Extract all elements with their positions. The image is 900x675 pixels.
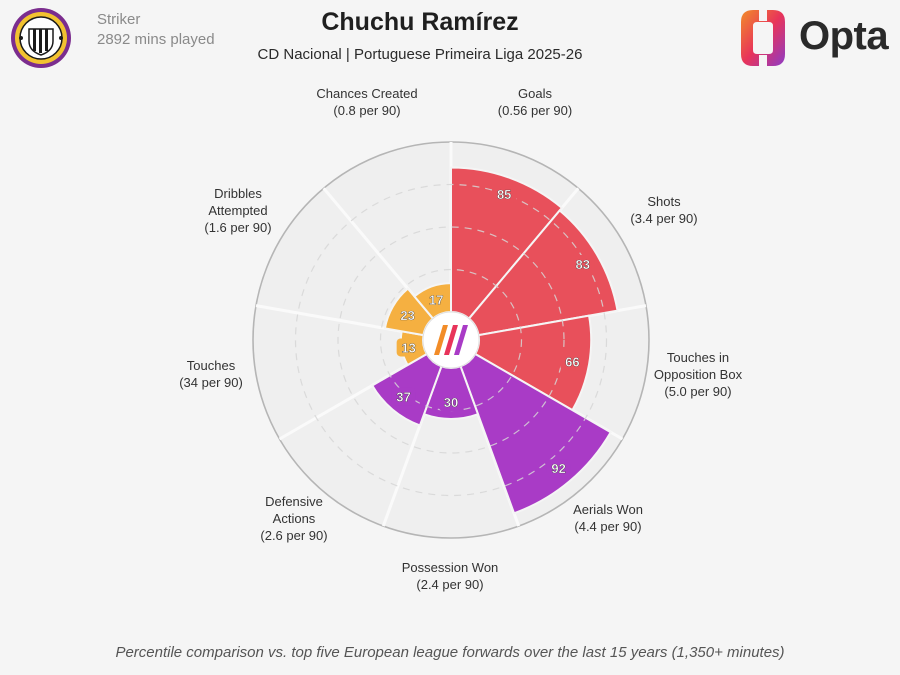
page-title: Chuchu Ramírez [321,8,519,36]
category-label: Aerials Won (4.4 per 90) [573,502,643,534]
ring-gridline [337,226,565,454]
logo-stroke [444,325,458,355]
value-label-background [492,184,517,203]
value-label: 17 [429,293,443,308]
value-label: 23 [400,308,414,323]
header: Striker 2892 mins played Chuchu Ramírez … [0,0,900,80]
value-label-background [560,352,585,371]
value-label-background [546,459,571,478]
logo-stroke [454,325,468,355]
value-label: 30 [444,395,458,410]
club-badge-icon [11,8,71,68]
opta-logo-icon [741,7,785,69]
ring-gridline [294,183,608,497]
value-label-background [395,305,420,324]
opta-center-logo-icon [434,325,468,355]
page-subtitle: CD Nacional | Portuguese Primeira Liga 2… [257,46,583,63]
value-label-background [424,290,449,309]
category-label: Defensive Actions (2.6 per 90) [260,494,327,543]
value-label-background [391,387,416,406]
value-label: 13 [401,340,415,355]
footnote: Percentile comparison vs. top five Europ… [115,644,785,661]
player-meta: Striker 2892 mins played [97,10,215,50]
logo-stroke [434,325,448,355]
value-label: 66 [565,354,579,369]
player-minutes: 2892 mins played [97,31,215,48]
value-label-background [396,338,421,357]
category-label: Goals (0.56 per 90) [498,86,572,118]
value-label: 92 [551,461,565,476]
value-label: 37 [396,390,410,405]
category-label: Touches in Opposition Box (5.0 per 90) [654,350,743,399]
opta-logo: Opta [733,6,895,70]
category-label: Touches (34 per 90) [179,358,243,390]
value-label: 85 [497,187,511,202]
value-label: 83 [575,257,589,272]
category-label: Chances Created (0.8 per 90) [316,86,417,118]
polar-chart: 85 83 66 92 30 37 13 23 17 Goals (0.56 per 90) Shot… [179,86,743,592]
opta-wordmark: Opta [799,14,889,58]
value-label-background [570,254,595,273]
category-label: Possession Won (2.4 per 90) [402,560,499,592]
player-position: Striker [97,11,141,28]
value-label-background [439,393,463,411]
category-label: Shots (3.4 per 90) [630,194,697,226]
category-label: Dribbles Attempted (1.6 per 90) [204,186,271,235]
